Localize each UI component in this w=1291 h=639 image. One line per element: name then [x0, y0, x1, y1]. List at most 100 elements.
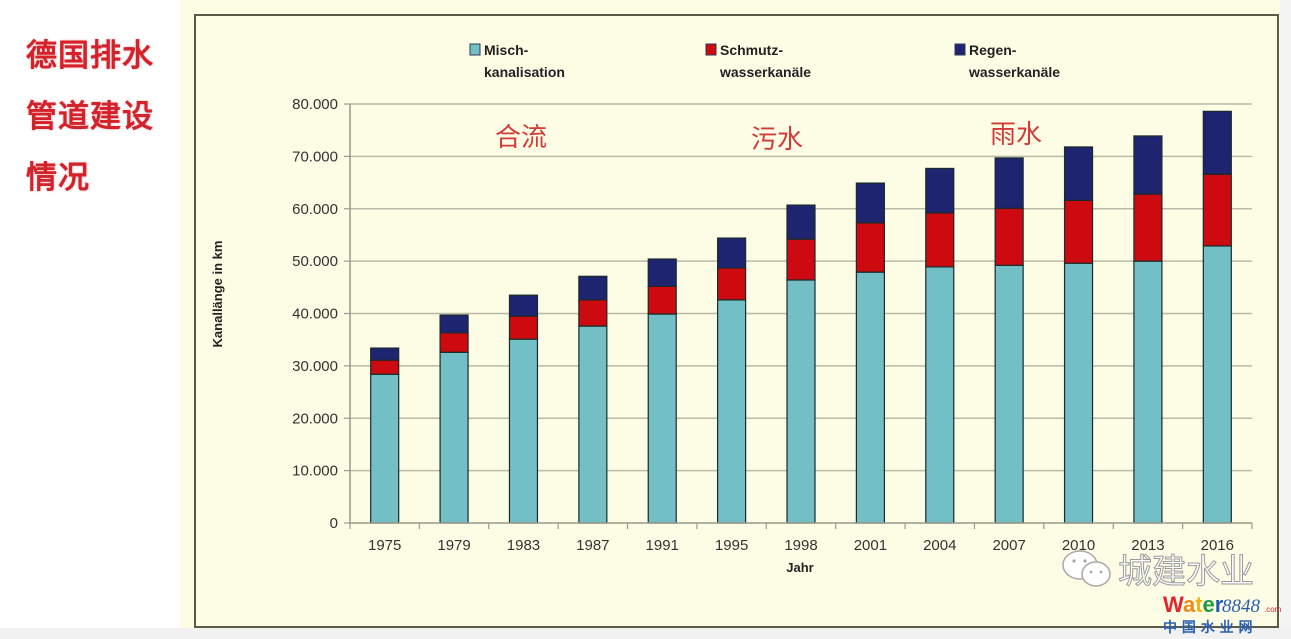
y-axis-title: Kanallänge in km	[210, 241, 225, 348]
side-title-line: 管道建设	[26, 99, 154, 135]
bar-stack	[925, 167, 955, 524]
legend-label: kanalisation	[484, 64, 565, 80]
x-axis-ticks: 1975 1979 1983 1987 1991 1995 1998 2001 2004 2007…	[349, 523, 1253, 554]
bar-stack	[1063, 146, 1094, 524]
logo-r: r	[1215, 592, 1224, 617]
side-title-line: 德国排水	[26, 38, 154, 74]
side-title: 德国排水 管道建设 情况	[26, 26, 176, 209]
x-tick-label: 2010	[1062, 537, 1095, 554]
bar-segment	[925, 212, 955, 268]
logo-number: 8848	[1222, 596, 1261, 617]
water8848-logo: Water 8848 .com 中 国 水 业 网	[1163, 592, 1282, 636]
bar-segment	[578, 325, 608, 524]
legend-item-mischkanalisation: Misch- kanalisation	[469, 42, 565, 80]
y-tick-label: 70.000	[292, 148, 338, 165]
annotation-stormwater: 雨水	[990, 120, 1042, 150]
logo-t: t	[1195, 592, 1203, 617]
side-title-line: 情况	[26, 160, 90, 196]
y-tick-label: 50.000	[292, 253, 338, 270]
bar-segment	[786, 204, 816, 240]
legend-label: wasserkanäle	[719, 64, 811, 80]
legend-item-regenwasserkanaele: Regen- wasserkanäle	[954, 42, 1060, 80]
bar-segment	[1133, 260, 1163, 524]
bar-segment	[1133, 135, 1163, 195]
bar-segment	[439, 314, 469, 334]
x-tick-label: 1991	[646, 537, 679, 554]
bar-segment	[855, 271, 885, 524]
bar-segment	[1063, 146, 1094, 201]
x-tick-label: 1995	[715, 537, 748, 554]
y-tick-label: 80.000	[292, 96, 338, 113]
x-tick-label: 2004	[923, 537, 956, 554]
bar-segment	[855, 182, 885, 224]
y-tick-label: 0	[330, 515, 338, 532]
bar-stack	[786, 204, 816, 524]
chart-frame	[194, 14, 1279, 628]
bar-segment	[925, 266, 955, 524]
logo-w: W	[1163, 592, 1184, 617]
annotation-combined-sewer: 合流	[495, 123, 547, 153]
legend-swatch	[469, 43, 481, 56]
bar-segment	[370, 347, 400, 361]
bar-segment	[439, 332, 469, 353]
x-tick-label: 2001	[854, 537, 887, 554]
bar-segment	[786, 279, 816, 524]
legend-item-schmutzwasserkanaele: Schmutz- wasserkanäle	[705, 42, 811, 80]
bar-segment	[994, 207, 1024, 266]
bar-segment	[508, 294, 539, 317]
bar-segment	[855, 222, 885, 273]
legend-swatch	[705, 43, 717, 56]
bar-stack	[439, 314, 469, 524]
legend-label: wasserkanäle	[968, 64, 1060, 80]
logo-e: e	[1203, 592, 1215, 617]
x-tick-label: 1975	[368, 537, 401, 554]
legend-label: Regen-	[969, 42, 1017, 58]
wechat-icon	[1062, 550, 1111, 587]
bar-segment	[647, 313, 677, 524]
bar-segment	[1202, 110, 1232, 175]
bar-segment	[508, 315, 539, 340]
bar-segment	[786, 238, 816, 281]
x-tick-label: 1998	[784, 537, 817, 554]
y-tick-label: 20.000	[292, 410, 338, 427]
y-tick-label: 60.000	[292, 201, 338, 218]
x-tick-label: 1987	[576, 537, 609, 554]
bar-stack	[1133, 135, 1163, 524]
bar-segment	[717, 267, 747, 301]
bar-segment	[439, 351, 469, 524]
logo-domain: .com	[1264, 605, 1282, 614]
annotation-wastewater: 污水	[751, 125, 803, 155]
legend-swatch	[954, 43, 966, 56]
logo-a: a	[1183, 592, 1196, 617]
logo-subtitle: 中 国 水 业 网	[1163, 619, 1253, 636]
bottom-margin	[0, 628, 1291, 639]
bar-segment	[578, 275, 608, 301]
watermark-account-name: 城建水业	[1118, 552, 1254, 592]
bar-segment	[1063, 262, 1094, 524]
bar-stack	[717, 237, 747, 524]
bar-segment	[1063, 199, 1094, 264]
legend-label: Misch-	[484, 42, 529, 58]
legend: Misch- kanalisation Schmutz- wasserkanäl…	[469, 42, 1060, 80]
bar-segment	[508, 338, 539, 524]
right-margin	[1280, 0, 1291, 628]
bar-segment	[647, 258, 677, 287]
x-tick-label: 1979	[437, 537, 470, 554]
bar-stack	[508, 294, 539, 524]
bar-stack	[994, 157, 1024, 524]
bar-segment	[925, 167, 955, 214]
x-tick-label: 2007	[992, 537, 1025, 554]
bar-stack	[578, 275, 608, 524]
wechat-watermark: 城建水业	[1062, 550, 1255, 593]
legend-label: Schmutz-	[720, 42, 783, 58]
y-axis-ticks: 0 10.000 20.000 30.000 40.000 50.000 60.000 70.…	[292, 96, 350, 532]
svg-text:Water: Water	[1163, 592, 1224, 617]
bar-stack	[647, 258, 677, 524]
bar-segment	[994, 264, 1024, 524]
bar-stack	[1202, 110, 1232, 524]
x-tick-label: 1983	[507, 537, 540, 554]
left-panel: 德国排水 管道建设 情况	[0, 0, 180, 628]
bar-segment	[370, 373, 400, 524]
x-axis-title: Jahr	[786, 560, 813, 575]
